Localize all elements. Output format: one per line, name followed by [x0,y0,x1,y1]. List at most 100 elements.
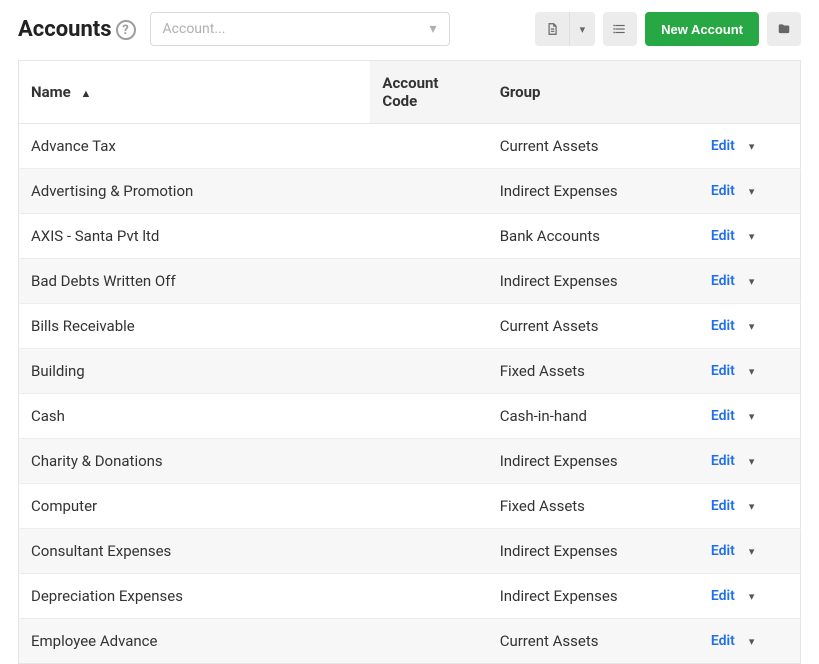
cell-code [370,529,487,574]
cell-actions: Edit ▾ [699,574,801,619]
table-row[interactable]: Computer Fixed Assets Edit ▾ [19,484,801,529]
sort-asc-icon: ▲ [80,87,91,100]
chevron-down-icon: ▾ [580,23,586,36]
cell-code [370,439,487,484]
cell-name: Charity & Donations [19,439,371,484]
cell-code [370,349,487,394]
row-menu-caret[interactable]: ▾ [749,635,755,648]
cell-name: Building [19,349,371,394]
cell-group: Current Assets [488,619,699,664]
edit-link[interactable]: Edit [711,138,735,154]
cell-code [370,169,487,214]
cell-group: Indirect Expenses [488,574,699,619]
list-icon [613,22,627,36]
cell-actions: Edit ▾ [699,259,801,304]
cell-code [370,304,487,349]
column-label: Account Code [382,74,438,110]
row-menu-caret[interactable]: ▾ [749,500,755,513]
table-row[interactable]: Bad Debts Written OffIndirect ExpensesEd… [19,259,801,304]
edit-link[interactable]: Edit [711,453,735,469]
table-row[interactable]: Building Fixed Assets Edit ▾ [19,349,801,394]
column-header-group[interactable]: Group [488,61,699,124]
row-menu-caret[interactable]: ▾ [749,365,755,378]
table-row[interactable]: AXIS - Santa Pvt ltdBank AccountsEdit▾ [19,214,801,259]
table-header: Name ▲ Account Code Group [19,61,801,124]
cell-actions: Edit ▾ [699,529,801,574]
table-row[interactable]: Depreciation ExpensesIndirect ExpensesEd… [19,574,801,619]
accounts-table: Name ▲ Account Code Group Advance Tax Cur… [18,60,801,664]
edit-link[interactable]: Edit [711,543,735,559]
edit-link[interactable]: Edit [711,318,735,334]
cell-group: Fixed Assets [488,484,699,529]
edit-link[interactable]: Edit [711,183,735,199]
edit-link[interactable]: Edit [711,228,735,244]
column-header-code[interactable]: Account Code [370,61,487,124]
row-menu-caret[interactable]: ▾ [749,545,755,558]
page-title: Accounts ? [18,17,136,42]
row-menu-caret[interactable]: ▾ [749,455,755,468]
header: Accounts ? Account... ▾ ▾ [18,12,801,46]
cell-actions: Edit ▾ [699,484,801,529]
edit-link[interactable]: Edit [711,273,735,289]
column-label: Group [500,83,541,101]
table-row[interactable]: Bills ReceivableCurrent AssetsEdit▾ [19,304,801,349]
cell-actions: Edit ▾ [699,619,801,664]
edit-link[interactable]: Edit [711,363,735,379]
row-menu-caret[interactable]: ▾ [749,275,755,288]
doc-icon [545,22,559,36]
cell-group: Indirect Expenses [488,259,699,304]
row-menu-caret[interactable]: ▾ [749,590,755,603]
folder-button[interactable] [767,12,801,46]
cell-name: Computer [19,484,371,529]
cell-code [370,574,487,619]
cell-group: Current Assets [488,124,699,169]
cell-code [370,259,487,304]
row-menu-caret[interactable]: ▾ [749,140,755,153]
page-title-text: Accounts [18,17,112,42]
cell-name: Consultant Expenses [19,529,371,574]
table-row[interactable]: Advertising & Promotion Indirect Expenses… [19,169,801,214]
table-row[interactable]: Charity & DonationsIndirect ExpensesEdit… [19,439,801,484]
table-row[interactable]: Employee AdvanceCurrent AssetsEdit▾ [19,619,801,664]
edit-link[interactable]: Edit [711,633,735,649]
export-split-button: ▾ [535,12,596,46]
cell-group: Fixed Assets [488,349,699,394]
cell-code [370,124,487,169]
cell-group: Indirect Expenses [488,439,699,484]
folder-icon [777,22,791,36]
cell-name: Advance Tax [19,124,371,169]
cell-name: Advertising & Promotion [19,169,371,214]
row-menu-caret[interactable]: ▾ [749,185,755,198]
cell-actions: Edit ▾ [699,439,801,484]
edit-link[interactable]: Edit [711,498,735,514]
row-menu-caret[interactable]: ▾ [749,320,755,333]
account-select[interactable]: Account... ▾ [150,12,450,46]
cell-group: Indirect Expenses [488,169,699,214]
help-icon[interactable]: ? [116,20,136,40]
table-row[interactable]: Advance Tax Current Assets Edit ▾ [19,124,801,169]
table-row[interactable]: Consultant ExpensesIndirect ExpensesEdit… [19,529,801,574]
table-row[interactable]: CashCash-in-handEdit▾ [19,394,801,439]
row-menu-caret[interactable]: ▾ [749,410,755,423]
chevron-down-icon: ▾ [430,21,437,37]
column-header-name[interactable]: Name ▲ [19,61,371,124]
cell-name: Cash [19,394,371,439]
cell-code [370,484,487,529]
cell-group: Indirect Expenses [488,529,699,574]
cell-group: Bank Accounts [488,214,699,259]
edit-link[interactable]: Edit [711,588,735,604]
cell-code [370,214,487,259]
toolbar: ▾ New Account [535,12,801,46]
new-account-button[interactable]: New Account [645,12,759,46]
table-body: Advance TaxCurrent AssetsEdit▾Advertisin… [19,124,801,664]
cell-name: Depreciation Expenses [19,574,371,619]
export-button[interactable] [535,12,569,46]
cell-code [370,394,487,439]
column-header-actions [699,61,801,124]
cell-actions: Edit ▾ [699,304,801,349]
row-menu-caret[interactable]: ▾ [749,230,755,243]
list-view-button[interactable] [603,12,637,46]
export-caret-button[interactable]: ▾ [569,12,596,46]
cell-actions: Edit ▾ [699,169,801,214]
edit-link[interactable]: Edit [711,408,735,424]
